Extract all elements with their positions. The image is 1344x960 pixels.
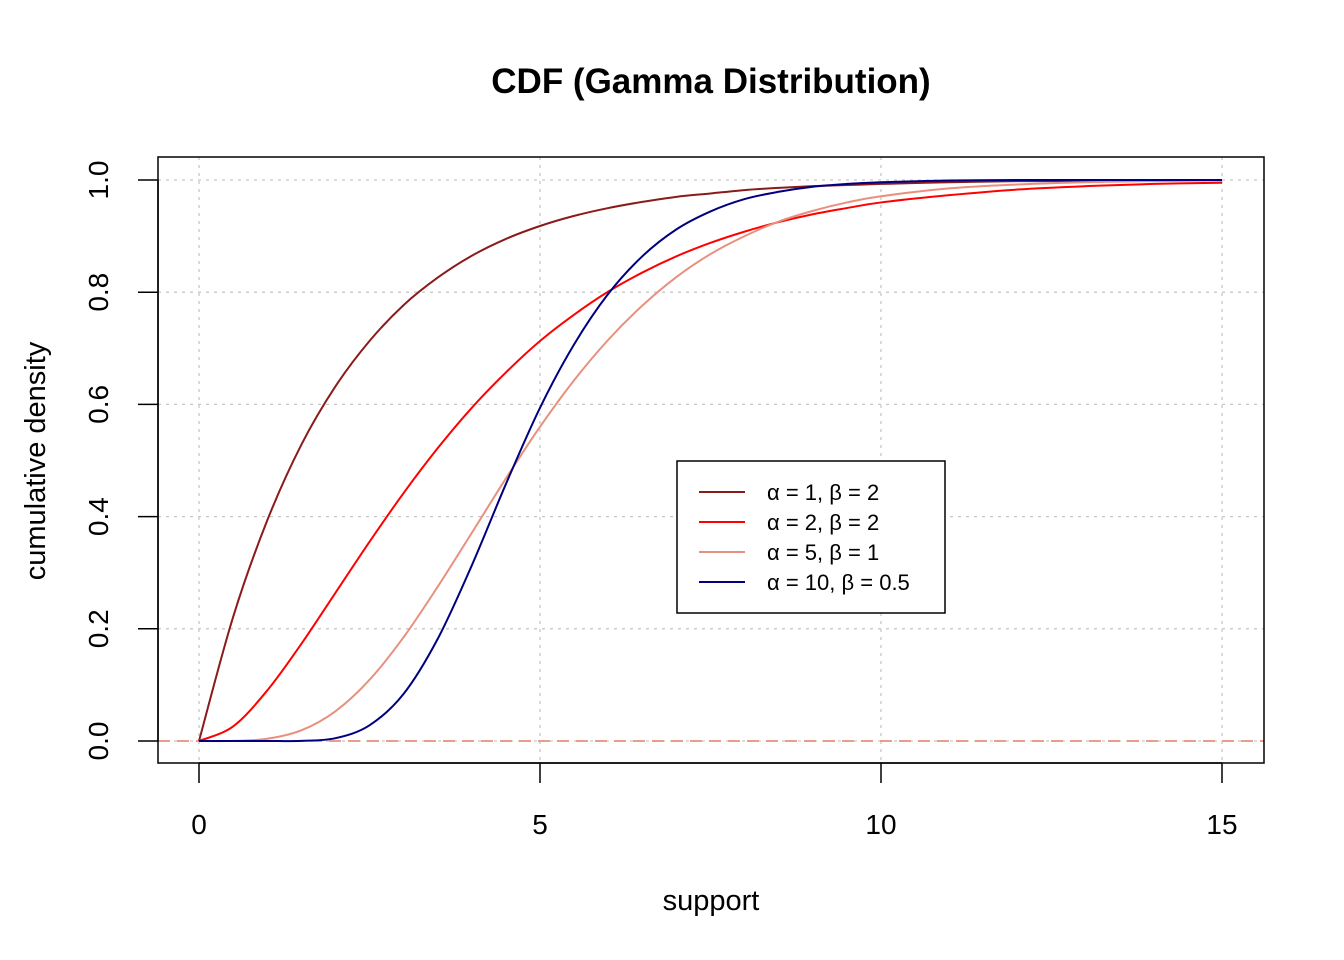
legend-label-2: α = 5, β = 1 <box>767 540 879 565</box>
series-line-2 <box>198 179 1223 743</box>
x-tick-label-3: 15 <box>1206 809 1237 840</box>
grid <box>158 157 1264 763</box>
legend: α = 1, β = 2 α = 2, β = 2 α = 5, β = 1 α = … <box>676 460 946 614</box>
series-line-0 <box>198 179 1223 742</box>
y-axis: 0.0 0.2 0.4 0.6 0.8 1.0 <box>83 161 159 761</box>
chart-title: CDF (Gamma Distribution) <box>491 62 930 101</box>
legend-box <box>676 460 946 614</box>
y-axis-label: cumulative density <box>20 341 52 580</box>
y-tick-label-3: 0.6 <box>83 385 114 424</box>
x-tick-label-1: 5 <box>532 809 548 840</box>
x-tick-label-2: 10 <box>865 809 896 840</box>
legend-label-0: α = 1, β = 2 <box>767 480 879 505</box>
legend-label-3: α = 10, β = 0.5 <box>767 570 910 595</box>
series-line-3 <box>199 178 1222 743</box>
x-tick-label-0: 0 <box>191 809 207 840</box>
x-axis: 0 5 10 15 <box>191 762 1238 840</box>
y-tick-label-0: 0.0 <box>83 722 114 761</box>
plot-frame <box>157 156 1265 764</box>
x-axis-label: support <box>663 885 760 917</box>
y-tick-label-5: 1.0 <box>83 161 114 200</box>
y-tick-label-2: 0.4 <box>83 497 114 536</box>
series-line-1 <box>198 181 1223 742</box>
legend-label-1: α = 2, β = 2 <box>767 510 879 535</box>
y-tick-label-1: 0.2 <box>83 609 114 648</box>
y-tick-label-4: 0.8 <box>83 273 114 312</box>
series-lines <box>198 178 1223 743</box>
